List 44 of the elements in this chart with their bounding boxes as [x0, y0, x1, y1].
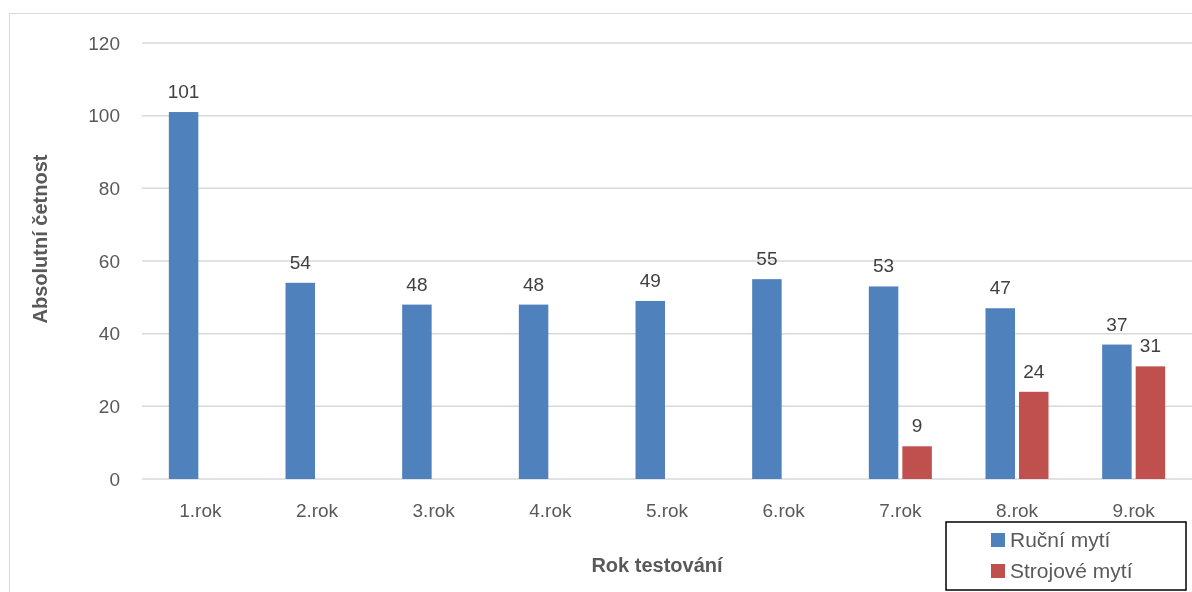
x-tick-label: 5.rok	[645, 500, 689, 521]
y-tick-label: 60	[98, 250, 120, 272]
x-tick-label: 3.rok	[412, 500, 456, 521]
bar	[902, 446, 932, 479]
data-label: 9	[911, 415, 923, 437]
x-tick-label: 1.rok	[179, 500, 222, 521]
y-tick-label: 0	[109, 468, 120, 490]
x-tick-label: 9.rok	[1112, 500, 1156, 521]
data-label: 48	[523, 273, 545, 295]
data-label: 31	[1139, 335, 1161, 357]
bar	[285, 282, 315, 479]
bar	[1135, 366, 1166, 479]
data-label: 37	[1106, 313, 1128, 335]
bar	[868, 286, 899, 479]
data-label: 48	[406, 273, 428, 295]
x-tick-label: 2.rok	[295, 500, 339, 521]
data-label: 55	[756, 248, 778, 270]
data-label: 101	[167, 81, 200, 103]
y-tick-label: 120	[88, 32, 120, 54]
data-label: 54	[289, 251, 312, 273]
bar	[402, 304, 432, 479]
legend-label: Ruční mytí	[1010, 528, 1111, 552]
x-tick-label: 4.rok	[529, 500, 572, 521]
data-label: 49	[639, 269, 661, 291]
bar	[985, 308, 1015, 479]
y-tick-label: 40	[98, 323, 120, 345]
x-axis-title: Rok testování	[591, 554, 725, 576]
bar	[1102, 344, 1132, 479]
x-tick-label: 8.rok	[995, 500, 1039, 521]
y-tick-label: 100	[88, 105, 120, 127]
y-tick-label: 80	[98, 177, 120, 199]
y-tick-label: 20	[98, 395, 120, 417]
data-label: 47	[989, 277, 1011, 299]
bar	[752, 279, 782, 479]
legend-label: Strojové mytí	[1010, 559, 1133, 583]
y-axis-title: Absolutní četnost	[29, 154, 51, 324]
bar	[1019, 391, 1049, 479]
x-tick-label: 7.rok	[879, 500, 922, 521]
bar	[518, 304, 549, 479]
data-label: 53	[873, 255, 895, 277]
bar	[168, 112, 199, 479]
bar	[635, 300, 665, 479]
data-label: 24	[1023, 360, 1045, 382]
x-tick-label: 6.rok	[762, 500, 806, 521]
